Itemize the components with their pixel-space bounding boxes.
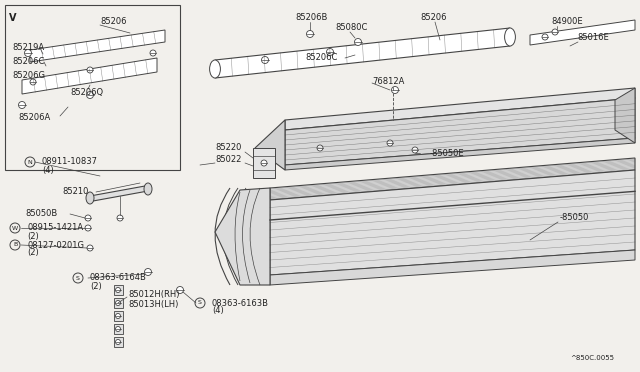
Circle shape (145, 269, 152, 276)
Text: 85206A: 85206A (18, 113, 51, 122)
Text: 08127-0201G: 08127-0201G (27, 241, 84, 250)
Bar (114, 311, 123, 321)
Bar (5, 5, 180, 170)
Text: -85050E: -85050E (430, 148, 465, 157)
Circle shape (85, 215, 91, 221)
Text: 85016E: 85016E (577, 33, 609, 42)
Circle shape (115, 314, 120, 318)
Circle shape (355, 38, 362, 45)
Bar (114, 285, 123, 295)
Text: -85050: -85050 (560, 214, 589, 222)
Polygon shape (215, 28, 510, 78)
Text: 85022: 85022 (215, 155, 241, 164)
Text: 85219A: 85219A (12, 44, 44, 52)
Circle shape (262, 57, 269, 64)
Text: 85206G: 85206G (12, 71, 45, 80)
Text: (4): (4) (42, 166, 54, 174)
Polygon shape (90, 186, 148, 201)
Polygon shape (530, 20, 635, 45)
Circle shape (177, 286, 184, 294)
Polygon shape (285, 88, 635, 130)
Polygon shape (270, 250, 635, 285)
Ellipse shape (144, 183, 152, 195)
Polygon shape (270, 158, 635, 200)
Text: S: S (198, 301, 202, 305)
Bar (114, 324, 123, 334)
Text: V: V (9, 13, 17, 23)
Text: 08363-6163B: 08363-6163B (212, 298, 269, 308)
Polygon shape (285, 138, 635, 170)
Circle shape (150, 50, 156, 56)
Polygon shape (22, 58, 157, 94)
Text: 85206B: 85206B (295, 13, 328, 22)
Circle shape (115, 340, 120, 344)
Ellipse shape (86, 192, 94, 204)
Text: 85080C: 85080C (335, 23, 367, 32)
Bar (114, 337, 123, 347)
Text: (4): (4) (212, 307, 224, 315)
Circle shape (392, 87, 399, 93)
Text: 76812A: 76812A (372, 77, 404, 87)
Polygon shape (255, 120, 285, 170)
Polygon shape (215, 188, 270, 285)
Text: W: W (12, 225, 18, 231)
Bar (114, 298, 123, 308)
Circle shape (552, 29, 558, 35)
Text: 85050B: 85050B (25, 209, 57, 218)
Ellipse shape (210, 60, 220, 78)
Circle shape (326, 48, 333, 55)
Circle shape (317, 145, 323, 151)
Polygon shape (253, 148, 275, 178)
Circle shape (87, 67, 93, 73)
Text: 08911-10837: 08911-10837 (42, 157, 98, 167)
Text: 85206C: 85206C (12, 58, 44, 67)
Circle shape (115, 288, 120, 292)
Circle shape (307, 31, 314, 38)
Text: 85012H(RH): 85012H(RH) (128, 291, 179, 299)
Text: 84900E: 84900E (551, 17, 582, 26)
Circle shape (30, 79, 36, 85)
Text: S: S (76, 276, 80, 280)
Text: 85220: 85220 (215, 144, 241, 153)
Polygon shape (270, 170, 635, 275)
Circle shape (86, 92, 93, 99)
Polygon shape (285, 98, 635, 165)
Circle shape (24, 49, 31, 57)
Circle shape (115, 301, 120, 305)
Text: B: B (13, 243, 17, 247)
Text: 85206Q: 85206Q (70, 87, 103, 96)
Text: 85210: 85210 (62, 187, 88, 196)
Text: 85013H(LH): 85013H(LH) (128, 301, 179, 310)
Text: ^850C.0055: ^850C.0055 (570, 355, 614, 361)
Circle shape (387, 140, 393, 146)
Circle shape (117, 215, 123, 221)
Polygon shape (30, 30, 165, 62)
Circle shape (542, 34, 548, 40)
Text: 08915-1421A: 08915-1421A (27, 224, 83, 232)
Text: (2): (2) (90, 282, 102, 291)
Circle shape (85, 225, 91, 231)
Text: (2): (2) (27, 231, 39, 241)
Circle shape (412, 147, 418, 153)
Circle shape (19, 102, 26, 109)
Circle shape (115, 327, 120, 331)
Polygon shape (615, 88, 635, 143)
Circle shape (87, 245, 93, 251)
Text: 85206: 85206 (420, 13, 447, 22)
Ellipse shape (504, 28, 515, 46)
Text: 08363-6164B: 08363-6164B (90, 273, 147, 282)
Text: 85206: 85206 (100, 17, 127, 26)
Text: 85206C: 85206C (305, 54, 337, 62)
Text: N: N (28, 160, 33, 164)
Text: (2): (2) (27, 248, 39, 257)
Circle shape (261, 160, 267, 166)
